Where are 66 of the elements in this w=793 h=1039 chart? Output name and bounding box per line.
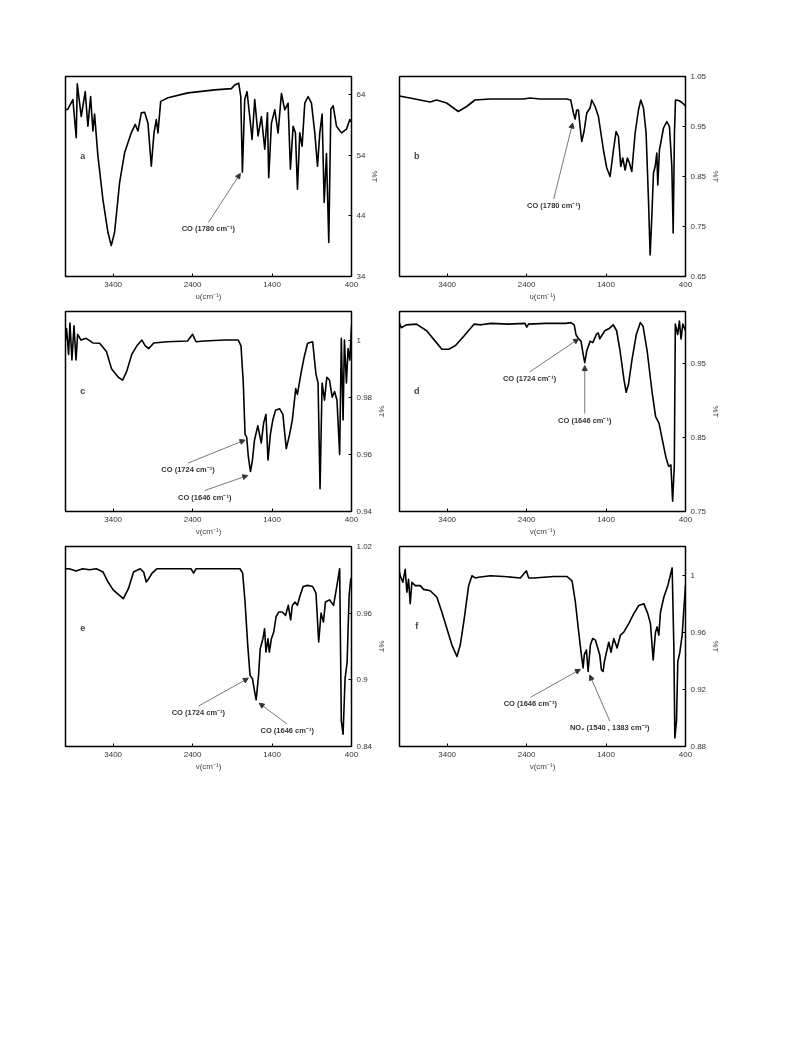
y-axis-title: %T	[370, 170, 380, 183]
y-tick-label: 1.02	[356, 542, 373, 551]
y-tick-label: 0.85	[690, 432, 707, 442]
x-tick-label: 1400	[263, 279, 282, 289]
y-tick-label: 0.84	[356, 742, 373, 751]
x-tick-label: 400	[678, 279, 693, 289]
y-tick-label: 0.96	[356, 449, 373, 459]
y-tick-label: 34	[356, 272, 366, 281]
y-tick-label: 1.05	[690, 72, 707, 81]
x-tick-label: 2400	[183, 514, 203, 524]
x-tick-label: 3400	[438, 514, 457, 524]
y-tick-label: 0.96	[356, 608, 373, 618]
annotation: c	[80, 385, 86, 396]
x-axis-title: υ(cm⁻¹)	[529, 291, 556, 301]
x-axis-title: υ(cm⁻¹)	[195, 291, 222, 301]
y-tick-label: 64	[356, 90, 366, 100]
y-tick-label: 0.88	[690, 742, 707, 751]
x-axis-title: v(cm⁻¹)	[529, 526, 556, 536]
y-tick-label: 0.95	[690, 122, 707, 131]
y-tick-label: 0.94	[356, 507, 373, 516]
x-tick-label: 3400	[104, 514, 123, 524]
x-tick-label: 1400	[597, 279, 616, 289]
x-tick-label: 3400	[438, 279, 457, 289]
y-tick-label: 1	[356, 335, 362, 345]
x-tick-label: 3400	[438, 749, 457, 759]
y-tick-label: 0.9	[356, 675, 369, 685]
y-axis-title: %T	[377, 640, 387, 653]
y-tick-label: 44	[356, 211, 366, 221]
y-tick-label: 0.85	[690, 172, 707, 181]
y-tick-label: 0.75	[690, 222, 707, 231]
x-tick-label: 400	[344, 749, 359, 759]
annotation: e	[80, 622, 86, 633]
y-tick-label: 0.92	[690, 684, 707, 694]
x-tick-label: 3400	[104, 279, 123, 289]
x-tick-label: 2400	[183, 279, 203, 289]
annotation: f	[415, 620, 420, 631]
annotation: a	[80, 150, 87, 161]
x-tick-label: 2400	[517, 279, 537, 289]
x-tick-label: 1400	[597, 749, 616, 759]
x-tick-label: 1400	[263, 514, 282, 524]
y-tick-label: 0.75	[690, 507, 707, 516]
y-tick-label: 54	[356, 150, 366, 160]
y-tick-label: 0.96	[690, 627, 707, 637]
y-tick-label: 0.98	[356, 392, 373, 402]
x-tick-label: 400	[678, 514, 693, 524]
y-axis-title: %T	[377, 405, 387, 418]
x-tick-label: 400	[344, 514, 359, 524]
x-tick-label: 2400	[517, 749, 537, 759]
y-axis-title: %T	[711, 405, 721, 418]
y-tick-label: 0.65	[690, 272, 707, 281]
x-tick-label: 400	[678, 749, 693, 759]
x-tick-label: 400	[344, 279, 359, 289]
y-axis-title: %T	[711, 640, 721, 653]
x-tick-label: 1400	[263, 749, 282, 759]
x-axis-title: v(cm⁻¹)	[529, 761, 556, 771]
x-tick-label: 3400	[104, 749, 123, 759]
y-tick-label: 0.95	[690, 358, 707, 368]
annotation: d	[413, 385, 420, 396]
y-tick-label: 1	[690, 570, 696, 580]
x-tick-label: 1400	[597, 514, 616, 524]
annotation: b	[413, 150, 420, 161]
x-tick-label: 2400	[517, 514, 537, 524]
x-axis-title: v(cm⁻¹)	[195, 761, 222, 771]
x-tick-label: 2400	[183, 749, 203, 759]
y-axis-title: %T	[711, 170, 721, 183]
x-axis-title: v(cm⁻¹)	[195, 526, 222, 536]
